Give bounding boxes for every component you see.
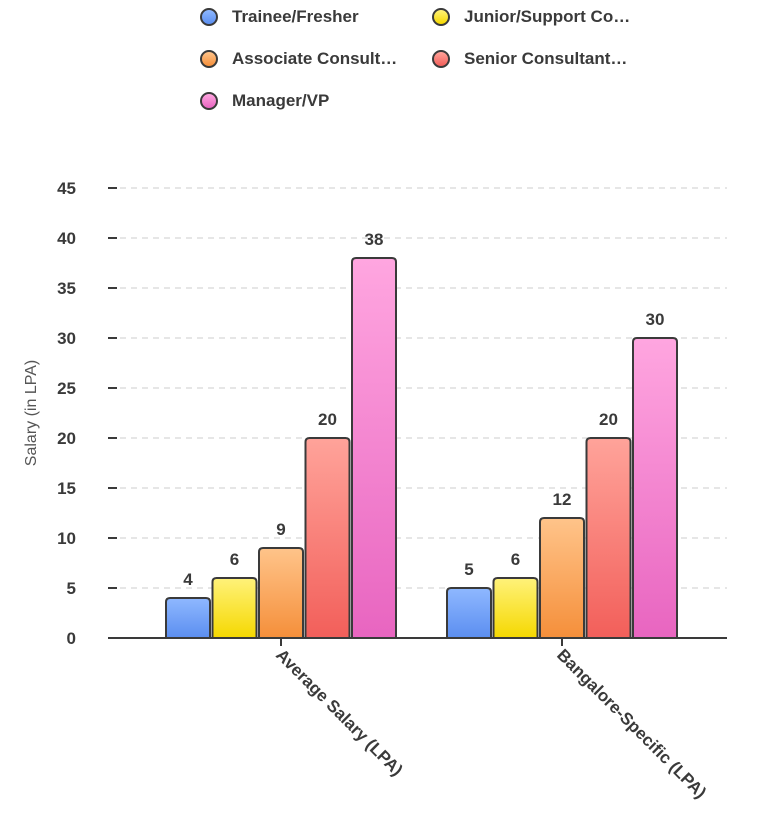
y-tick-label: 5: [67, 579, 76, 598]
y-axis-title: Salary (in LPA): [23, 360, 40, 466]
y-tick-label: 15: [57, 479, 76, 498]
legend-swatch-senior: [432, 50, 450, 68]
legend-item-manager[interactable]: Manager/VP: [200, 86, 329, 116]
bar-senior-0[interactable]: [304, 437, 351, 639]
x-category-label: Average Salary (LPA): [272, 645, 406, 779]
legend-label-trainee: Trainee/Fresher: [232, 7, 359, 26]
chart-legend: Trainee/Fresher Junior/Support Co… Assoc…: [200, 0, 680, 120]
y-tick-label: 20: [57, 429, 76, 448]
legend-item-trainee[interactable]: Trainee/Fresher: [200, 2, 359, 32]
data-label: 6: [511, 550, 520, 569]
bar-manager-1[interactable]: [632, 337, 678, 639]
y-tick-label: 25: [57, 379, 76, 398]
data-label: 9: [276, 520, 285, 539]
legend-item-senior[interactable]: Senior Consultant…: [432, 44, 627, 74]
y-tick-label: 0: [67, 629, 76, 648]
legend-item-junior[interactable]: Junior/Support Co…: [432, 2, 630, 32]
y-tick-label: 40: [57, 229, 76, 248]
legend-swatch-trainee: [200, 8, 218, 26]
data-label: 20: [318, 410, 337, 429]
axes: Average Salary (LPA) Bangalore-Specific (…: [110, 637, 727, 802]
bar-junior-0[interactable]: [211, 577, 258, 639]
bar-associate-0[interactable]: [258, 547, 304, 639]
legend-swatch-manager: [200, 92, 218, 110]
data-label: 4: [183, 570, 193, 589]
bar-manager-0[interactable]: [351, 257, 397, 639]
legend-label-junior: Junior/Support Co…: [464, 7, 631, 26]
y-axis-ticks: 0 5 10 15 20 25 30 35 40 45: [57, 179, 117, 648]
bar-senior-1[interactable]: [585, 437, 632, 639]
data-label: 12: [553, 490, 572, 509]
data-label: 30: [646, 310, 665, 329]
bar-trainee-0[interactable]: [165, 597, 211, 639]
y-tick-label: 45: [57, 179, 76, 198]
x-category-label: Bangalore-Specific (LPA): [553, 645, 710, 802]
data-label: 38: [365, 230, 384, 249]
bar-trainee-1[interactable]: [446, 587, 492, 639]
legend-item-associate[interactable]: Associate Consult…: [200, 44, 397, 74]
bar-junior-1[interactable]: [492, 577, 539, 639]
legend-label-manager: Manager/VP: [232, 91, 330, 110]
bar-associate-1[interactable]: [539, 517, 585, 639]
legend-swatch-junior: [432, 8, 450, 26]
legend-label-senior: Senior Consultant…: [464, 49, 628, 68]
data-label: 5: [464, 560, 473, 579]
legend-label-associate: Associate Consult…: [232, 49, 398, 68]
y-tick-label: 10: [57, 529, 76, 548]
y-tick-label: 35: [57, 279, 76, 298]
data-label: 6: [230, 550, 239, 569]
legend-swatch-associate: [200, 50, 218, 68]
y-tick-label: 30: [57, 329, 76, 348]
data-label: 20: [599, 410, 618, 429]
bars: [165, 257, 678, 639]
